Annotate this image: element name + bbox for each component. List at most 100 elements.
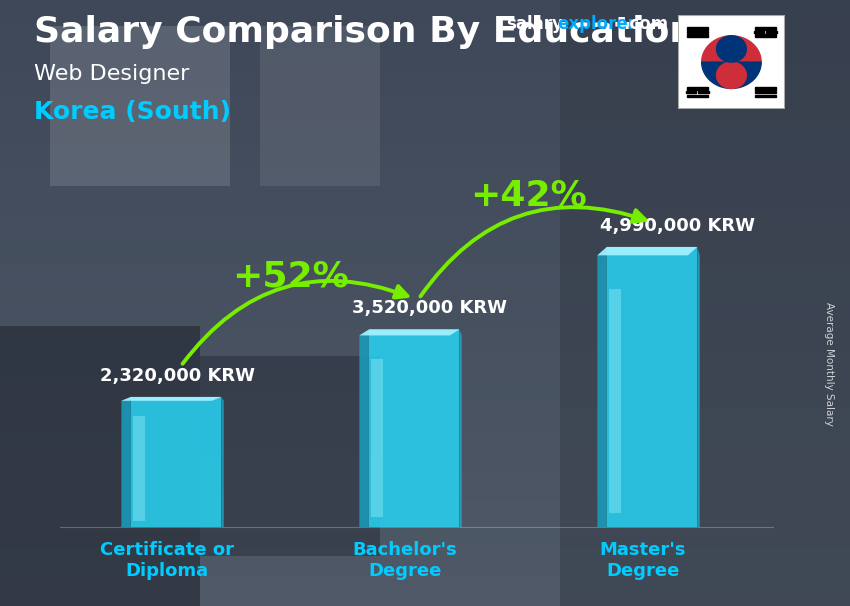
Bar — [0, 385, 850, 388]
Bar — [0, 67, 850, 70]
Bar — [0, 136, 850, 139]
Text: Average Monthly Salary: Average Monthly Salary — [824, 302, 834, 425]
Bar — [0, 412, 850, 415]
Bar — [0, 330, 850, 333]
Bar — [0, 227, 850, 230]
Bar — [0, 52, 850, 55]
Bar — [0, 451, 850, 454]
Bar — [0, 18, 850, 21]
Bar — [0, 545, 850, 548]
Bar — [0, 152, 850, 155]
Bar — [0, 167, 850, 170]
Text: explorer: explorer — [557, 15, 636, 33]
Bar — [0, 255, 850, 258]
Bar — [0, 82, 850, 85]
Bar — [0, 351, 850, 355]
Polygon shape — [459, 330, 462, 527]
Bar — [0, 294, 850, 297]
Bar — [0, 576, 850, 579]
Bar — [0, 342, 850, 345]
Bar — [0, 39, 850, 42]
Bar — [0, 536, 850, 539]
Bar — [0, 409, 850, 412]
Text: salary: salary — [506, 15, 563, 33]
Bar — [0, 188, 850, 191]
Polygon shape — [131, 397, 221, 527]
Bar — [0, 58, 850, 61]
Bar — [0, 403, 850, 406]
Bar — [0, 436, 850, 439]
Bar — [0, 376, 850, 379]
Bar — [0, 270, 850, 273]
Text: Korea (South): Korea (South) — [34, 100, 231, 124]
Bar — [0, 88, 850, 91]
Bar — [0, 76, 850, 79]
Bar — [0, 164, 850, 167]
Bar — [0, 361, 850, 364]
Bar — [755, 95, 776, 97]
Text: +52%: +52% — [232, 260, 348, 294]
Bar — [0, 518, 850, 521]
Bar — [0, 173, 850, 176]
Bar — [0, 561, 850, 564]
Bar — [0, 570, 850, 573]
Bar — [0, 573, 850, 576]
Bar — [0, 345, 850, 348]
Bar — [0, 145, 850, 148]
Bar — [686, 91, 696, 93]
Bar — [0, 276, 850, 279]
Bar — [0, 515, 850, 518]
Bar — [0, 439, 850, 442]
Bar — [0, 448, 850, 451]
Bar — [0, 364, 850, 367]
Bar — [371, 359, 383, 518]
Bar — [687, 87, 708, 90]
Bar — [0, 312, 850, 315]
Bar — [0, 324, 850, 327]
Bar — [0, 282, 850, 285]
Bar — [0, 433, 850, 436]
Bar — [0, 94, 850, 97]
Bar — [0, 64, 850, 67]
Bar — [0, 597, 850, 600]
Bar — [0, 551, 850, 554]
Bar — [0, 303, 850, 306]
Bar — [0, 73, 850, 76]
Bar — [0, 567, 850, 570]
Bar — [0, 91, 850, 94]
Bar — [0, 391, 850, 394]
Bar — [0, 139, 850, 142]
Bar — [0, 273, 850, 276]
Bar — [0, 182, 850, 185]
Bar — [0, 221, 850, 224]
Polygon shape — [221, 397, 224, 527]
Bar — [0, 336, 850, 339]
Bar — [0, 494, 850, 497]
Bar — [0, 524, 850, 527]
Bar — [560, 0, 850, 606]
Bar — [0, 161, 850, 164]
Bar — [0, 306, 850, 309]
Bar — [0, 279, 850, 282]
Bar — [0, 48, 850, 52]
Bar — [0, 127, 850, 130]
Bar — [0, 176, 850, 179]
Bar — [0, 236, 850, 239]
Bar — [0, 548, 850, 551]
Bar — [0, 491, 850, 494]
Bar — [0, 327, 850, 330]
Bar — [0, 485, 850, 488]
Bar — [0, 291, 850, 294]
Bar — [0, 427, 850, 430]
Bar — [0, 326, 200, 606]
Bar — [0, 333, 850, 336]
Bar — [0, 467, 850, 470]
Bar — [0, 533, 850, 536]
Bar — [0, 124, 850, 127]
Bar — [0, 470, 850, 473]
Bar — [0, 21, 850, 24]
Bar — [0, 442, 850, 445]
Bar — [687, 27, 708, 30]
Bar — [0, 242, 850, 245]
Bar — [0, 288, 850, 291]
